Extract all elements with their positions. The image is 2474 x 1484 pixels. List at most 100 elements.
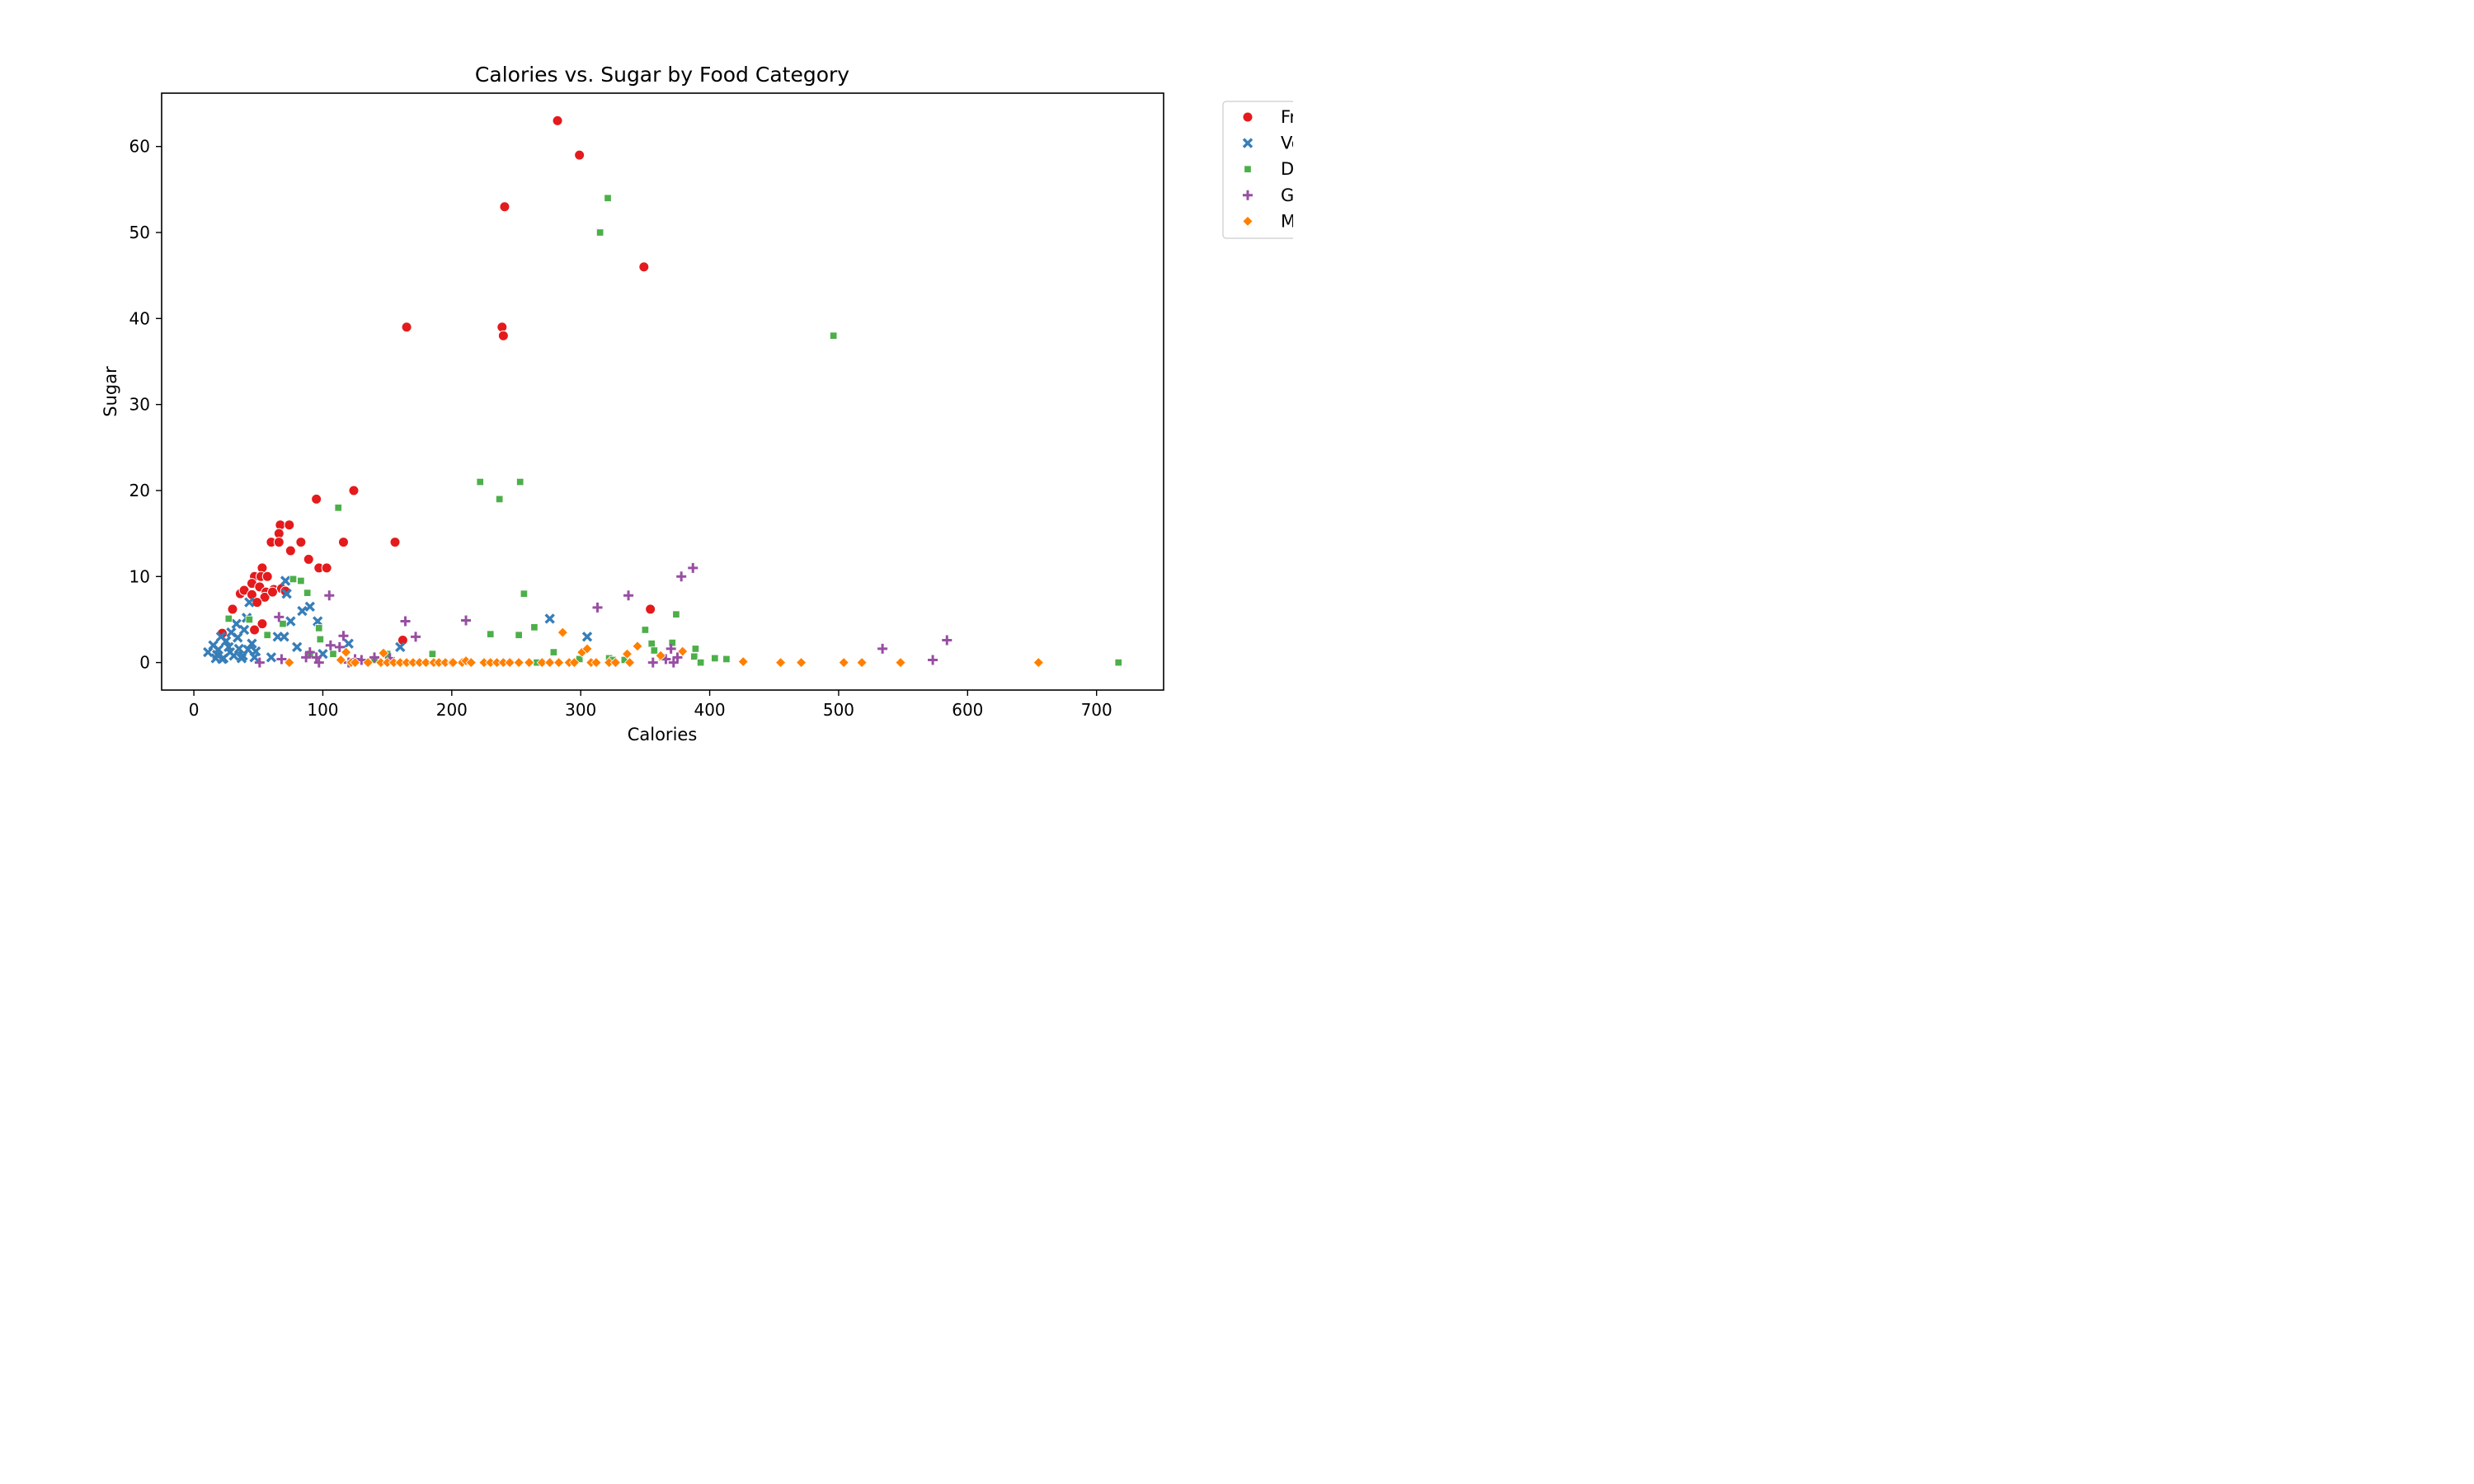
y-tick-label: 20 [129,481,150,500]
data-point [838,657,849,669]
data-point [672,610,680,618]
y-tick-label: 50 [129,223,150,242]
series-m [284,627,1044,669]
scatter-chart: Calories vs. Sugar by Food Category 0 100… [101,63,1293,744]
data-point [497,330,509,341]
data-point [499,201,510,213]
data-point [334,504,342,512]
data-point [254,657,265,668]
data-point [231,618,242,629]
y-tick-label: 40 [129,308,150,328]
data-point [638,261,650,273]
data-point [830,331,838,340]
data-point [604,194,612,202]
y-axis-label: Sugar [101,366,120,417]
data-point [325,640,336,650]
data-point [465,657,477,669]
data-point [775,657,787,669]
data-point [295,537,307,548]
data-point [536,657,548,669]
legend-label: Ve [1281,134,1293,153]
legend-label: D [1281,159,1293,179]
data-point [263,631,271,639]
y-axis-ticks: 0 10 20 30 40 50 60 [129,137,162,673]
data-point [676,571,687,582]
data-point [280,575,291,586]
legend-label: M [1281,211,1293,231]
data-point [349,657,361,669]
data-point [329,650,337,658]
data-point [520,589,529,598]
data-point [428,650,437,658]
data-point [281,588,292,599]
series-d [224,194,1122,667]
data-point [672,652,683,663]
data-point [313,657,324,668]
data-point [581,643,593,655]
data-point [711,654,719,663]
data-point [877,643,888,654]
data-point [304,601,316,613]
x-axis-ticks: 0 100 200 300 400 500 600 700 [189,690,1112,720]
data-point [311,652,322,663]
data-point [244,597,255,608]
data-point [401,322,412,333]
data-point [696,658,705,667]
legend-marker [1243,190,1253,200]
data-point [341,646,352,658]
data-point [313,616,323,627]
data-point [624,657,636,669]
data-point [592,602,603,613]
plot-area-frame [161,92,1164,691]
series-fr [216,115,656,646]
data-point [303,589,312,597]
data-point [942,635,952,646]
data-point [553,657,565,669]
data-point [238,624,250,636]
data-point [690,652,698,660]
data-point [647,640,656,648]
data-point [655,650,666,661]
legend-box [1222,101,1293,239]
data-point [549,648,558,656]
series-ve [203,575,593,665]
data-point [285,545,296,556]
data-point [420,657,432,669]
data-point [389,537,401,548]
x-tick-label: 600 [952,700,983,720]
data-point [647,657,658,668]
data-point [247,638,257,649]
data-point [1114,658,1122,667]
data-point [411,632,421,642]
data-point [609,657,621,669]
data-point [632,641,643,652]
data-point [362,657,374,669]
x-tick-label: 300 [565,700,596,720]
data-point [650,646,658,655]
data-point [666,643,676,654]
x-tick-label: 200 [436,700,468,720]
data-point [315,624,323,632]
data-point [688,562,698,573]
data-point [238,650,248,661]
data-point [928,655,938,665]
x-axis-label: Calories [628,725,698,744]
data-point [487,630,495,638]
data-point [574,149,586,161]
data-point [297,605,308,617]
data-point [623,590,634,601]
data-point [343,638,354,649]
data-point [266,652,277,663]
data-point [557,627,568,638]
data-point [856,657,868,669]
legend-marker [1242,215,1253,227]
y-tick-label: 60 [129,137,150,157]
data-point [348,485,360,496]
data-point [513,657,524,669]
data-point [395,641,406,653]
data-point [1032,657,1044,669]
legend-label: G [1281,186,1293,205]
data-point [252,597,263,608]
data-point [261,571,273,582]
data-point [722,655,731,664]
